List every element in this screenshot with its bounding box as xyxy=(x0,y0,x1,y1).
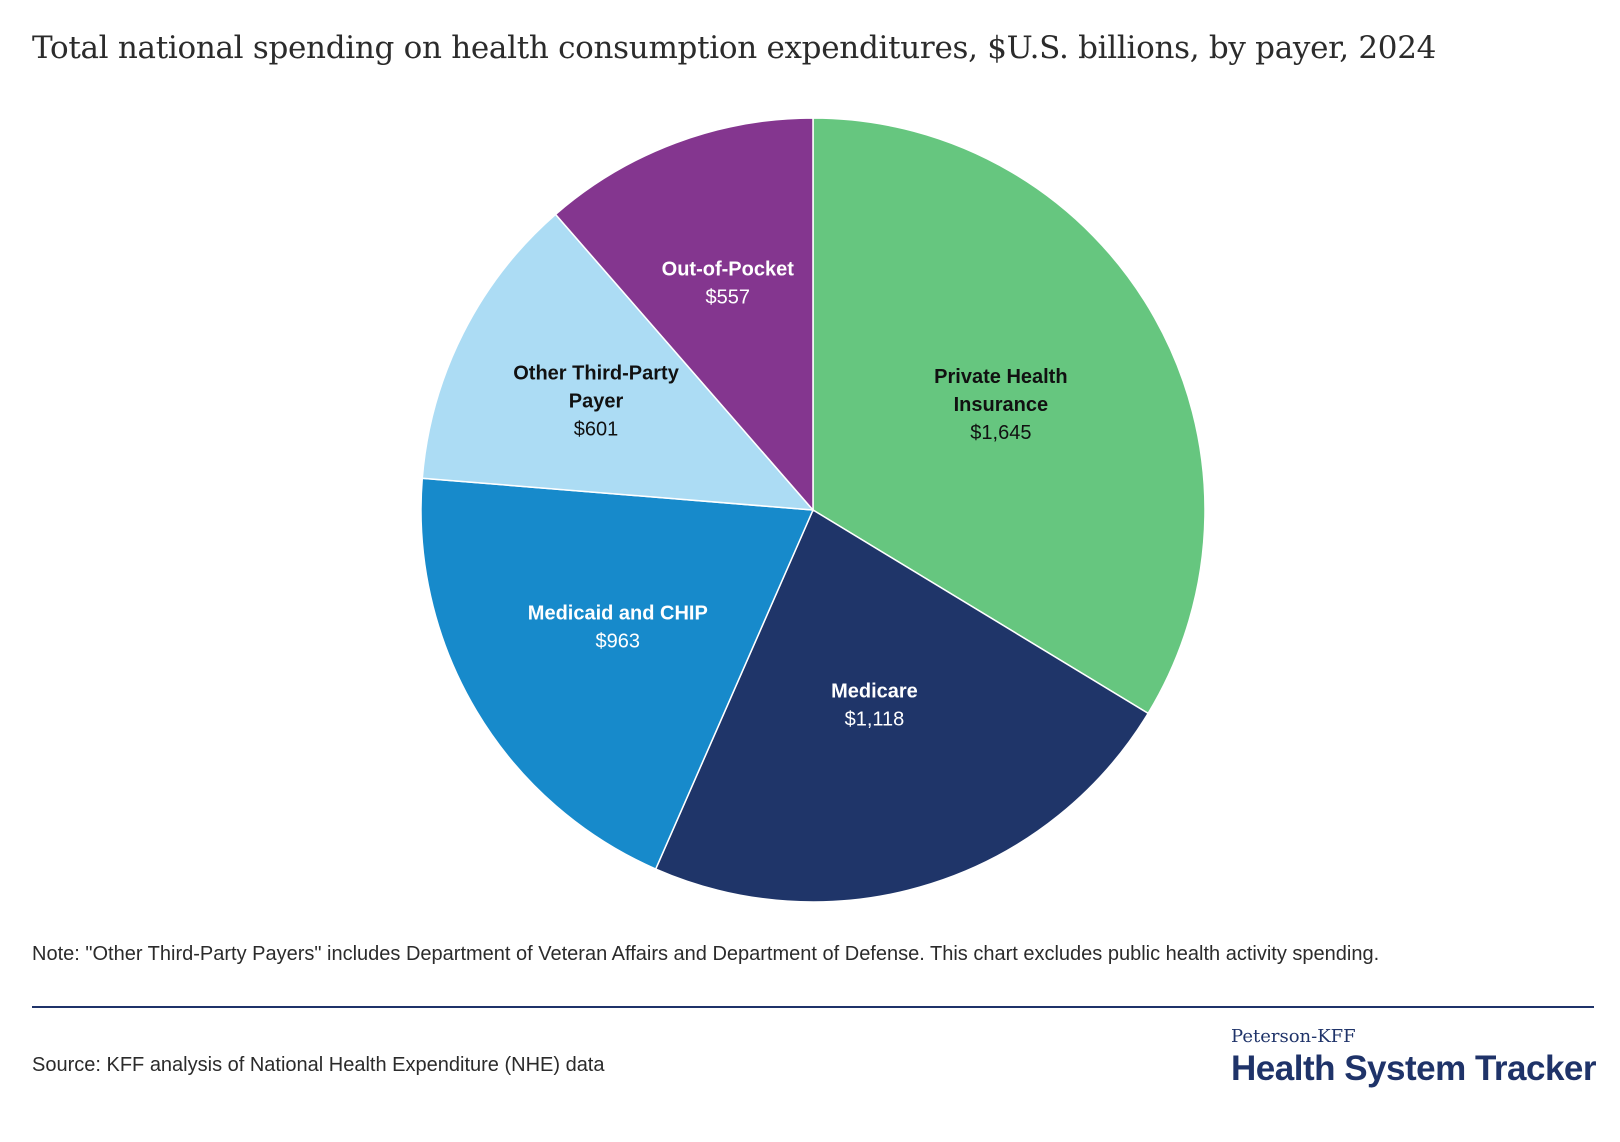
slice-value-private-health-insurance: $1,645 xyxy=(970,422,1031,444)
slice-label-private-health-insurance: Insurance xyxy=(954,394,1048,416)
pie-slice-medicare xyxy=(654,508,1150,903)
brand-small-text: Peterson-KFF xyxy=(1231,1026,1356,1047)
slice-value-medicaid-and-chip: $963 xyxy=(596,631,641,653)
slice-label-medicaid-and-chip: Medicaid and CHIP xyxy=(528,603,708,625)
pie-slice-other-third-party-payer xyxy=(421,213,815,511)
chart-note: Note: "Other Third-Party Payers" include… xyxy=(32,943,1380,965)
slice-label-private-health-insurance: Private Health xyxy=(934,366,1067,388)
brand-big-text: Health System Tracker xyxy=(1231,1049,1596,1088)
slice-label-other-third-party-payer: Payer xyxy=(569,390,624,412)
slice-label-medicare: Medicare xyxy=(831,680,918,702)
pie-slice-medicaid-and-chip xyxy=(420,477,815,871)
brand-logo: Peterson-KFF Health System Tracker xyxy=(1231,1026,1596,1089)
pie-slice-out-of-pocket xyxy=(554,117,814,513)
chart-source: Source: KFF analysis of National Health … xyxy=(32,1054,605,1076)
pie-chart: Private Health Insurance $1,645 Medicare $1,… xyxy=(420,117,1206,903)
slice-value-out-of-pocket: $557 xyxy=(706,286,751,308)
slice-label-out-of-pocket: Out-of-Pocket xyxy=(662,258,795,280)
slice-label-other-third-party-payer: Other Third-Party xyxy=(513,362,679,384)
pie-slice-private-health-insurance xyxy=(812,117,1206,715)
slice-value-medicare: $1,118 xyxy=(845,708,905,730)
divider xyxy=(32,1006,1594,1008)
chart-title: Total national spending on health consum… xyxy=(32,30,1437,66)
slice-value-other-third-party-payer: $601 xyxy=(574,418,619,440)
